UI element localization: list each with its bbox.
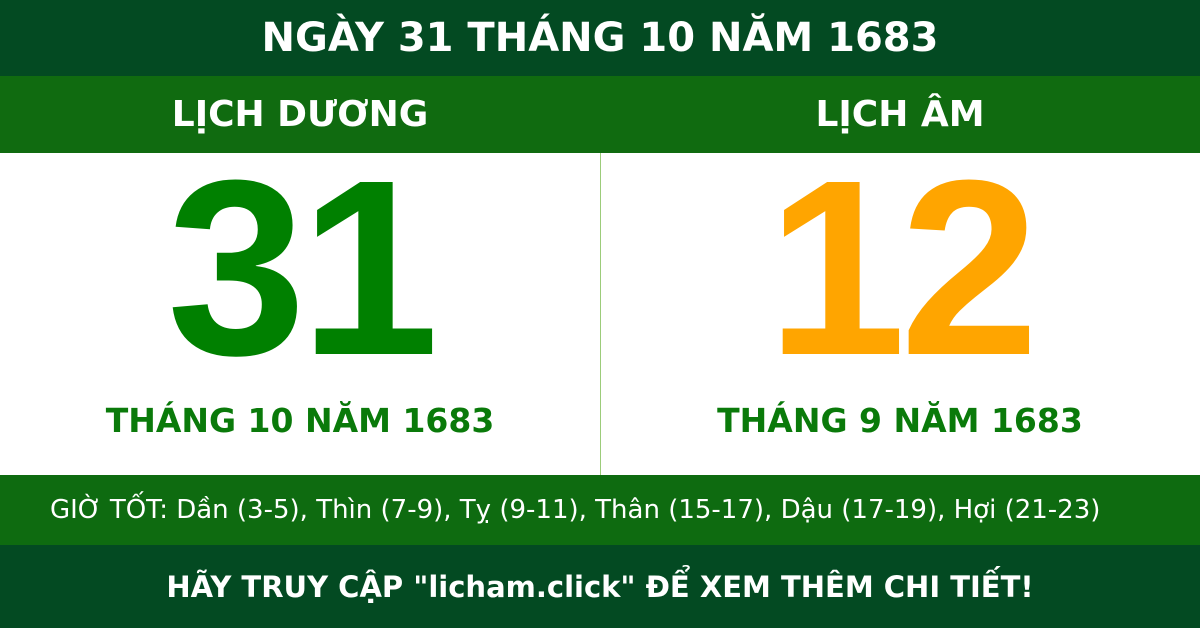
lunar-label: LỊCH ÂM bbox=[815, 94, 985, 135]
solar-label: LỊCH DƯƠNG bbox=[171, 94, 429, 135]
lunar-day: 12 bbox=[766, 128, 1039, 407]
good-hours: GIỜ TỐT: Dần (3-5), Thìn (7-9), Tỵ (9-11… bbox=[0, 475, 1200, 545]
page-title: NGÀY 31 THÁNG 10 NĂM 1683 bbox=[0, 0, 1200, 76]
lunar-month-year: THÁNG 9 NĂM 1683 bbox=[717, 401, 1083, 440]
solar-month-year: THÁNG 10 NĂM 1683 bbox=[105, 401, 495, 440]
lunar-panel: 12 THÁNG 9 NĂM 1683 bbox=[600, 143, 1200, 475]
solar-panel: 31 THÁNG 10 NĂM 1683 bbox=[0, 143, 600, 475]
divider bbox=[600, 153, 601, 475]
footer-cta: HÃY TRUY CẬP "licham.click" ĐỂ XEM THÊM … bbox=[0, 545, 1200, 628]
solar-day: 31 bbox=[166, 128, 439, 407]
calendar-header: LỊCH DƯƠNG LỊCH ÂM bbox=[0, 76, 1200, 153]
